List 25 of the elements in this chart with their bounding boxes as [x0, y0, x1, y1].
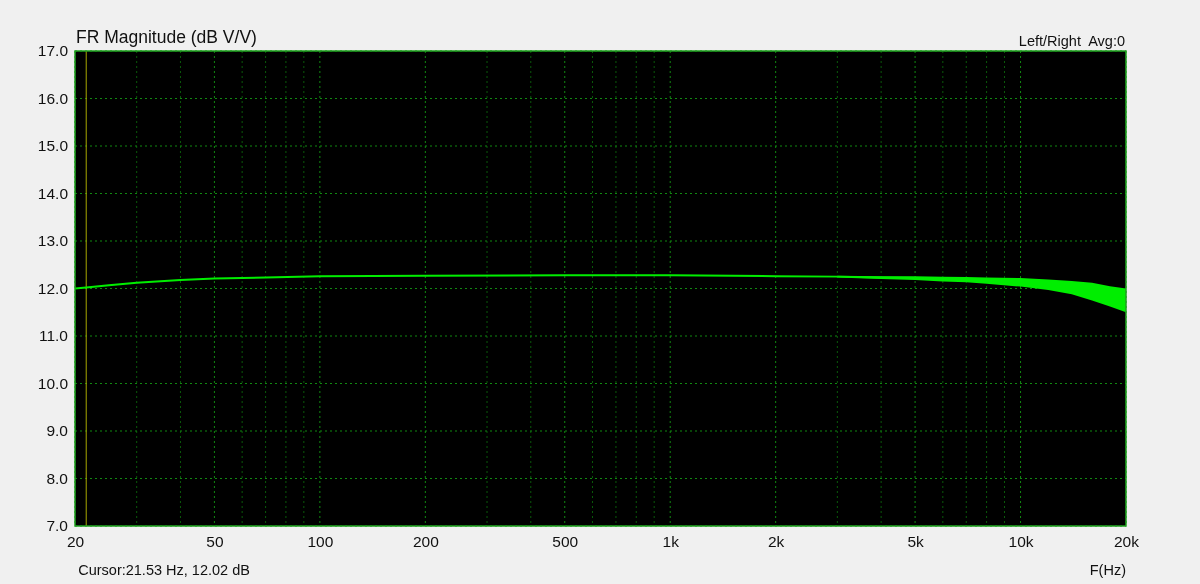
x-tick-label: 200 — [412, 533, 440, 551]
x-tick-label: 2k — [767, 533, 785, 551]
x-tick-label: 1k — [662, 533, 680, 551]
y-tick-label: 15.0 — [37, 137, 69, 155]
y-tick-label: 11.0 — [38, 327, 69, 345]
y-tick-label: 12.0 — [37, 279, 69, 297]
y-tick-label: 17.0 — [37, 42, 69, 60]
y-tick-label: 16.0 — [37, 89, 69, 107]
chart-title: FR Magnitude (dB V/V) — [76, 27, 257, 47]
y-tick-label: 13.0 — [37, 232, 69, 250]
y-tick-label: 10.0 — [37, 374, 69, 392]
y-tick-label: 14.0 — [37, 184, 69, 202]
x-tick-label: 20k — [1114, 533, 1140, 551]
x-tick-label: 20 — [66, 533, 85, 551]
text: Left/Right Avg:0 — [1018, 33, 1125, 49]
y-tick-label: 8.0 — [46, 469, 69, 487]
y-tick-label: 7.0 — [46, 517, 69, 535]
x-tick-label: 10k — [1008, 533, 1034, 551]
x-tick-label: 500 — [552, 533, 579, 551]
x-axis-title: F(Hz) — [1089, 562, 1126, 578]
ref-line-label: Cursor:21.53 Hz, 12.02 dB — [78, 562, 250, 578]
y-tick-label: 9.0 — [46, 422, 69, 440]
x-tick-label: 5k — [907, 533, 925, 551]
x-tick-label: 100 — [307, 533, 334, 551]
x-tick-label: 50 — [206, 533, 224, 551]
